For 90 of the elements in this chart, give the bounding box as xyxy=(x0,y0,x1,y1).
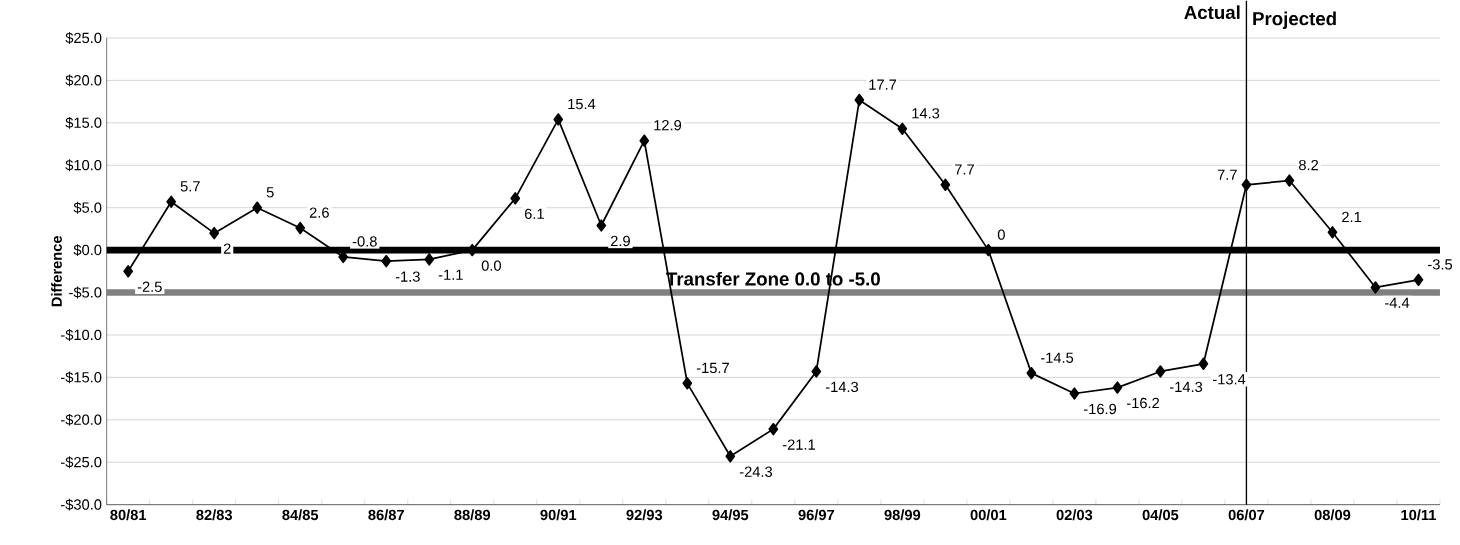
x-tick-label: 84/85 xyxy=(282,509,319,521)
y-tick-label: $15.0 xyxy=(65,117,102,129)
point xyxy=(424,253,435,266)
data-label: 17.7 xyxy=(869,79,897,90)
point xyxy=(1327,226,1338,239)
data-label: -13.4 xyxy=(1213,374,1246,385)
data-label: 0.0 xyxy=(481,260,501,271)
point xyxy=(854,93,865,107)
y-tick-label: -$25.0 xyxy=(61,456,102,469)
text: Actual xyxy=(1184,5,1240,20)
point xyxy=(1069,387,1080,400)
x-tick-label: 02/03 xyxy=(1056,509,1093,521)
y-tick-label: $20.0 xyxy=(65,74,102,87)
point xyxy=(295,222,306,235)
point xyxy=(1026,367,1037,380)
data-label: -2.5 xyxy=(137,281,162,293)
x-tick-label: 96/97 xyxy=(798,509,835,521)
point xyxy=(1370,281,1381,294)
x-tick-label: 82/83 xyxy=(196,509,233,521)
point xyxy=(209,227,220,240)
data-label: -0.8 xyxy=(352,236,377,247)
point xyxy=(811,365,822,378)
data-label: 2.1 xyxy=(1342,211,1362,223)
x-tick-label: 86/87 xyxy=(368,509,404,521)
point xyxy=(1241,178,1252,192)
point xyxy=(381,255,392,268)
data-label: -14.3 xyxy=(825,381,859,393)
point xyxy=(1198,357,1209,371)
y-tick-label: -$30.0 xyxy=(61,498,102,511)
point xyxy=(768,423,779,436)
data-label: -14.5 xyxy=(1040,352,1074,364)
data-label: 15.4 xyxy=(568,99,596,110)
y-tick-label: $10.0 xyxy=(65,159,102,172)
y-tick-label: -$20.0 xyxy=(61,414,102,426)
x-tick-label: 08/09 xyxy=(1314,509,1351,521)
x-tick-label: 90/91 xyxy=(540,509,577,521)
data-label: 7.7 xyxy=(955,164,974,175)
x-tick-label: 92/93 xyxy=(626,509,663,521)
point xyxy=(639,134,650,148)
y-tick-label: -$15.0 xyxy=(61,371,102,384)
data-label: -16.9 xyxy=(1083,403,1117,415)
data-label: 7.7 xyxy=(1217,169,1237,181)
data-label: 5.7 xyxy=(180,181,200,192)
point xyxy=(596,219,607,232)
x-tick-label: 80/81 xyxy=(110,509,147,521)
point xyxy=(897,122,908,136)
point xyxy=(682,377,693,390)
data-label: -21.1 xyxy=(782,439,815,450)
point xyxy=(252,201,263,215)
y-axis-title: Difference xyxy=(51,236,62,307)
point xyxy=(1284,174,1295,187)
point xyxy=(725,450,736,463)
x-tick-label: 10/11 xyxy=(1401,509,1436,521)
point xyxy=(510,192,521,205)
y-tick-label: -$10.0 xyxy=(61,329,102,342)
data-label: 12.9 xyxy=(654,120,682,131)
y-tick-label: $25.0 xyxy=(65,32,102,45)
x-tick-label: 98/99 xyxy=(884,509,921,521)
data-label: -16.2 xyxy=(1126,398,1160,409)
point xyxy=(1413,273,1424,287)
data-label: -4.4 xyxy=(1385,297,1410,308)
y-tick-label: $0.0 xyxy=(73,244,102,257)
data-label: -3.5 xyxy=(1428,259,1453,270)
y-tick-label: $5.0 xyxy=(73,201,102,214)
data-label: 2 xyxy=(223,243,231,254)
data-label: -14.3 xyxy=(1169,381,1203,393)
x-tick-label: 94/95 xyxy=(712,509,749,521)
data-label: -24.3 xyxy=(739,466,773,478)
data-label: 14.3 xyxy=(912,108,940,119)
x-tick-label: 06/07 xyxy=(1228,509,1265,521)
data-label: -1.3 xyxy=(395,271,420,282)
point xyxy=(166,195,177,209)
point xyxy=(123,265,134,278)
data-label: -1.1 xyxy=(438,269,463,280)
point xyxy=(940,178,951,192)
text: Projected xyxy=(1253,11,1336,30)
data-label: 2.9 xyxy=(610,235,630,247)
data-label: 0 xyxy=(997,229,1005,241)
data-label: 5 xyxy=(266,187,274,198)
point xyxy=(553,113,564,126)
x-tick-label: 00/01 xyxy=(970,509,1007,521)
y-tick-label: -$5.0 xyxy=(69,286,102,299)
x-tick-label: 88/89 xyxy=(454,509,491,521)
data-label: -15.7 xyxy=(696,363,729,374)
data-label: 8.2 xyxy=(1299,160,1319,171)
point xyxy=(1155,365,1166,378)
point xyxy=(1112,381,1123,394)
data-label: 2.6 xyxy=(309,207,329,218)
x-tick-label: 04/05 xyxy=(1142,509,1179,521)
data-label: 6.1 xyxy=(524,208,544,220)
